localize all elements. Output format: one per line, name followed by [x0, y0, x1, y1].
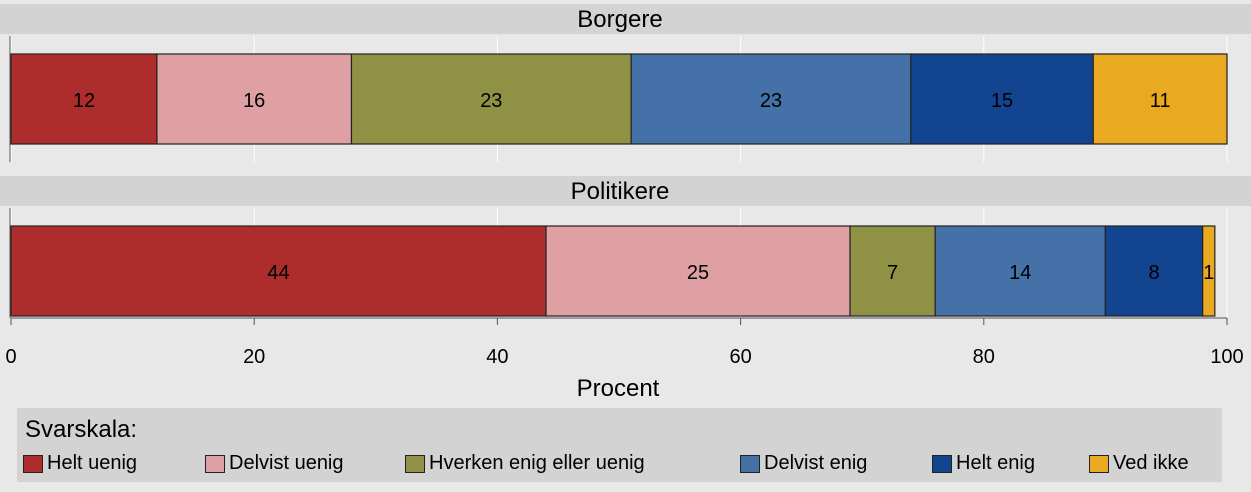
legend: Svarskala: Helt uenig Delvist uenig Hverke…	[17, 408, 1222, 482]
legend-swatch	[932, 454, 952, 473]
x-tick-label: 80	[973, 346, 995, 368]
legend-item: Hverken enig eller uenig	[405, 452, 645, 475]
x-tick-label: 0	[5, 346, 16, 368]
panel-title-band	[0, 176, 1251, 206]
data-label: 25	[687, 262, 709, 284]
panel-title: Borgere	[577, 6, 662, 33]
legend-item: Ved ikke	[1089, 452, 1189, 475]
bar-segment	[156, 53, 353, 145]
data-label: 1	[1203, 262, 1214, 284]
legend-swatch	[1089, 454, 1109, 473]
legend-item: Helt uenig	[23, 452, 137, 475]
legend-item: Delvist enig	[740, 452, 867, 475]
legend-label: Hverken enig eller uenig	[429, 452, 645, 474]
bar-segment	[545, 225, 851, 317]
legend-swatch	[23, 454, 43, 473]
legend-item: Helt enig	[932, 452, 1035, 475]
bar-segment	[10, 225, 547, 317]
data-label: 16	[243, 90, 265, 112]
bar-segment	[630, 53, 912, 145]
bar-segment	[910, 53, 1094, 145]
bar-segment	[1104, 225, 1204, 317]
data-label: 15	[991, 90, 1013, 112]
bar-segment	[849, 225, 936, 317]
bar-segment	[350, 53, 632, 145]
bar-segment	[1202, 225, 1216, 317]
legend-swatch	[405, 454, 425, 473]
data-label: 8	[1148, 262, 1159, 284]
legend-swatch	[205, 454, 225, 473]
legend-swatch	[740, 454, 760, 473]
panel-title: Politikere	[571, 178, 670, 205]
x-tick-label: 100	[1210, 346, 1243, 368]
legend-label: Delvist uenig	[229, 452, 344, 474]
bar-segment	[1092, 53, 1228, 145]
data-label: 11	[1150, 90, 1171, 112]
panel-title-band	[0, 4, 1251, 34]
data-label: 23	[760, 90, 782, 112]
data-label: 12	[73, 90, 95, 112]
data-label: 7	[887, 262, 898, 284]
data-label: 44	[267, 262, 289, 284]
legend-label: Ved ikke	[1113, 452, 1189, 474]
x-tick-label: 40	[486, 346, 508, 368]
data-label: 23	[480, 90, 502, 112]
legend-title: Svarskala:	[25, 416, 138, 443]
data-label: 14	[1009, 262, 1031, 284]
legend-items: Helt uenig Delvist uenig Hverken enig elle…	[23, 452, 1218, 478]
x-tick-label: 20	[243, 346, 265, 368]
bar-segment	[10, 53, 158, 145]
legend-item: Delvist uenig	[205, 452, 344, 475]
x-tick-label: 60	[729, 346, 751, 368]
legend-label: Helt enig	[956, 452, 1035, 474]
legend-label: Delvist enig	[764, 452, 868, 474]
bar-segment	[934, 225, 1106, 317]
x-axis-label: Procent	[577, 375, 660, 402]
legend-label: Helt uenig	[47, 452, 138, 474]
